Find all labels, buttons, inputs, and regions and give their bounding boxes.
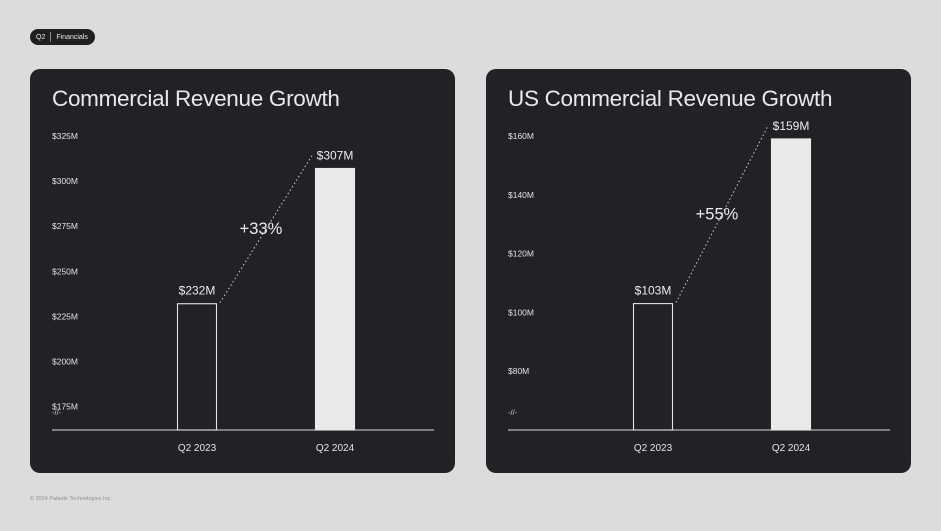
bar-q2-2024 xyxy=(770,138,812,431)
bar-value-label: $103M xyxy=(635,284,672,298)
badge-quarter: Q2 xyxy=(36,33,46,41)
category-label: Q2 2024 xyxy=(772,443,811,454)
bar-q2-2023 xyxy=(632,303,674,431)
growth-connector xyxy=(219,155,313,304)
badge-divider xyxy=(50,32,52,42)
axis-break-marker: -//- xyxy=(52,408,62,417)
section-badge: Q2 Financials xyxy=(30,29,95,45)
us-commercial-revenue-panel: US Commercial Revenue Growth $80M $100M $1… xyxy=(486,69,911,473)
bar-value-label: $307M xyxy=(317,148,354,162)
growth-connector xyxy=(675,125,769,303)
y-tick-label: $100M xyxy=(508,307,534,317)
panel-title: Commercial Revenue Growth xyxy=(52,86,340,111)
badge-section: Financials xyxy=(56,33,88,41)
bar-value-label: $232M xyxy=(179,284,216,298)
y-tick-label: $325M xyxy=(52,131,78,141)
growth-label: +55% xyxy=(696,205,739,223)
y-tick-label: $160M xyxy=(508,131,534,141)
panel-title: US Commercial Revenue Growth xyxy=(508,86,833,111)
us-commercial-revenue-chart: $80M $100M $120M $140M $160M -//- $103M Q2 2023… xyxy=(508,119,890,454)
axis-break-marker: -//- xyxy=(508,408,518,417)
y-tick-label: $175M xyxy=(52,402,78,412)
y-tick-label: $275M xyxy=(52,221,78,231)
growth-label: +33% xyxy=(240,220,283,238)
commercial-revenue-chart: $175M $200M $225M $250M $275M $300M $325M -//- $… xyxy=(52,131,434,454)
y-tick-label: $80M xyxy=(508,366,529,376)
bar-value-label: $159M xyxy=(773,119,810,133)
category-label: Q2 2023 xyxy=(634,443,673,454)
category-label: Q2 2023 xyxy=(178,443,217,454)
bar-q2-2024 xyxy=(314,167,356,431)
category-label: Q2 2024 xyxy=(316,443,355,454)
y-tick-label: $300M xyxy=(52,176,78,186)
bar-q2-2023 xyxy=(176,303,218,431)
y-tick-label: $225M xyxy=(52,311,78,321)
y-tick-label: $120M xyxy=(508,249,534,259)
commercial-revenue-panel: Commercial Revenue Growth $175M $200M $225… xyxy=(30,69,455,473)
y-tick-label: $140M xyxy=(508,190,534,200)
copyright-footer: © 2024 Palantir Technologies Inc. xyxy=(30,496,112,502)
y-tick-label: $250M xyxy=(52,266,78,276)
y-tick-label: $200M xyxy=(52,356,78,366)
